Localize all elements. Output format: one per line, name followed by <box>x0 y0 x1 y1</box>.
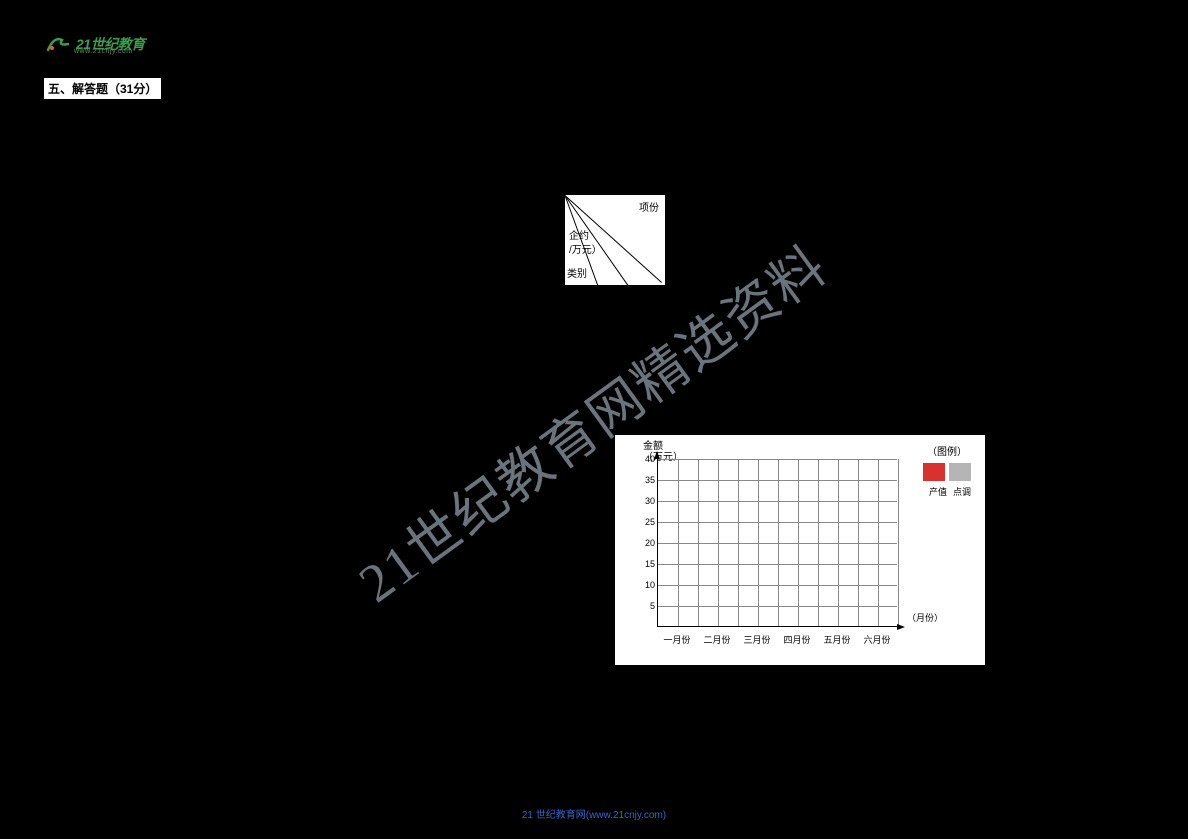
bar-chart: 金额 （万元） （图例） 产值 点调 （月份） 一月份二月份三月份四月份五月份六… <box>615 435 985 665</box>
y-tick: 30 <box>639 496 655 506</box>
diag-label-company: 企约 <box>569 227 589 242</box>
logo-url: www.21cnjy.com <box>74 48 133 55</box>
logo-icon <box>44 32 72 56</box>
chart-grid <box>657 459 897 627</box>
table-diagonal-header: 项份 企约 /万元） 类别 <box>565 195 665 285</box>
legend-swatches <box>923 463 971 481</box>
diag-label-type: 类别 <box>567 265 587 280</box>
x-tick-label: 一月份 <box>657 633 697 646</box>
x-axis-arrow-icon <box>897 624 905 630</box>
legend-labels: 产值 点调 <box>929 485 971 498</box>
x-tick-label: 三月份 <box>737 633 777 646</box>
page-footer: 21 世纪教育网(www.21cnjy.com) <box>0 806 1188 821</box>
y-tick: 25 <box>639 517 655 527</box>
section-title: 五、解答题（31分） <box>44 78 161 99</box>
legend-title: （图例） <box>927 443 967 458</box>
x-tick-label: 四月份 <box>777 633 817 646</box>
y-tick: 10 <box>639 580 655 590</box>
y-tick: 40 <box>639 454 655 464</box>
diag-label-unit: /万元） <box>569 241 602 256</box>
y-tick: 15 <box>639 559 655 569</box>
legend-label-adjustment: 点调 <box>953 485 971 498</box>
y-tick: 35 <box>639 475 655 485</box>
legend-swatch-adjustment <box>949 463 971 481</box>
y-tick: 5 <box>639 601 655 611</box>
x-tick-label: 五月份 <box>817 633 857 646</box>
ylabel-line1: 金额 <box>643 441 663 452</box>
y-tick: 20 <box>639 538 655 548</box>
x-axis-labels: 一月份二月份三月份四月份五月份六月份 <box>657 633 897 646</box>
x-tick-label: 二月份 <box>697 633 737 646</box>
x-tick-label: 六月份 <box>857 633 897 646</box>
x-axis-title: （月份） <box>907 611 943 624</box>
legend-swatch-production <box>923 463 945 481</box>
diag-label-month: 项份 <box>639 199 659 214</box>
legend-label-production: 产值 <box>929 485 947 498</box>
